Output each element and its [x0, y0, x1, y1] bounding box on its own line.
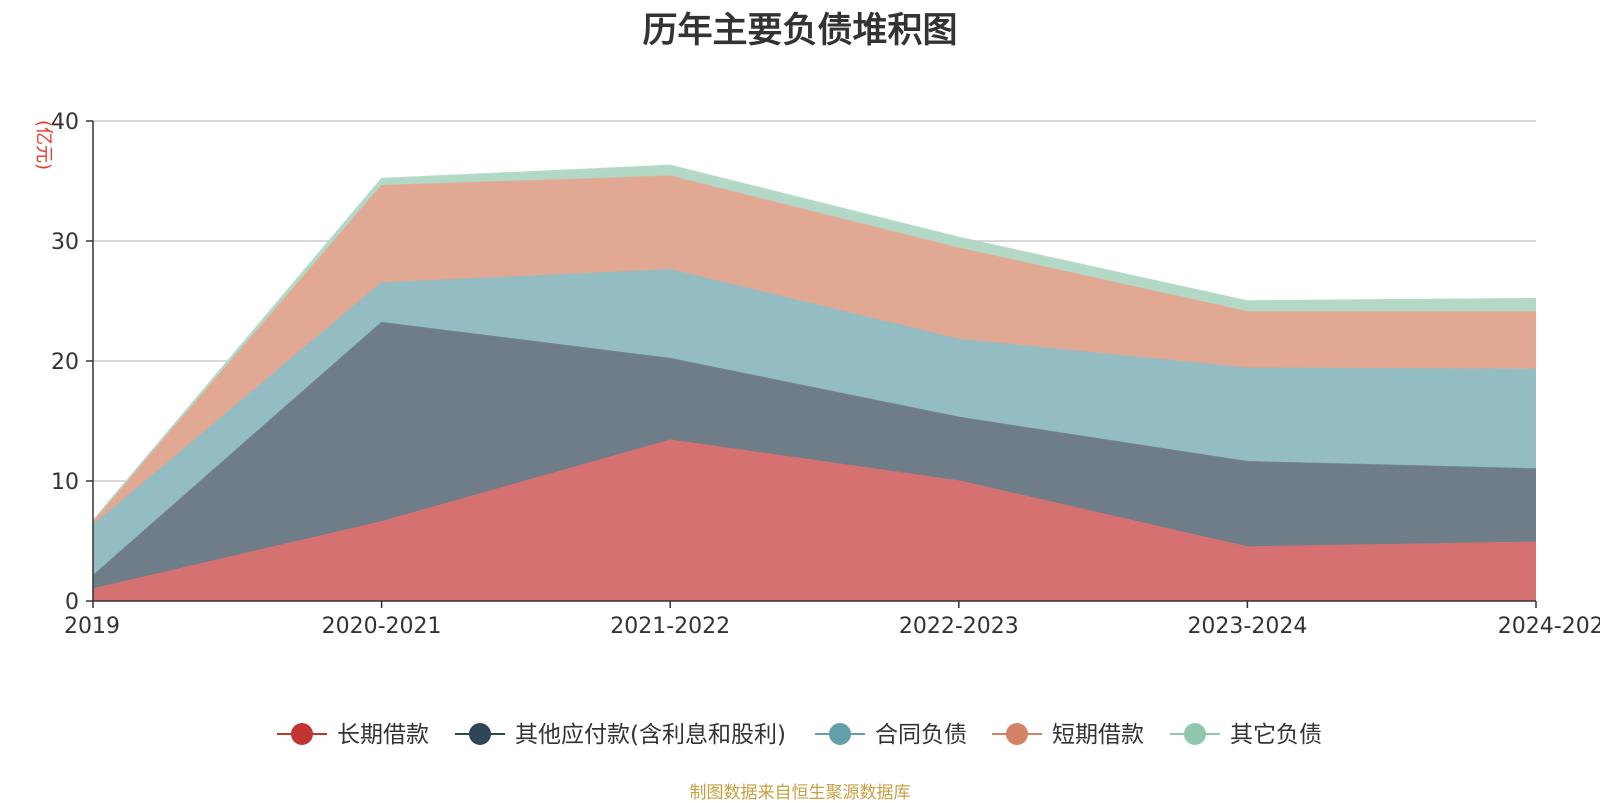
y-tick-label: 0 [65, 590, 79, 615]
legend-label: 其他应付款(含利息和股利) [515, 722, 786, 748]
axes: 0 10 20 30 40 2019 2020-2021 2021-2022 2022-2023… [51, 110, 1600, 639]
y-tick-label: 40 [51, 110, 79, 135]
data-source-note: 制图数据来自恒生聚源数据库 [689, 783, 911, 803]
legend-marker [291, 723, 313, 745]
series-line [92, 164, 1537, 522]
x-tick-label: 2021-2022 [610, 614, 730, 639]
y-tick-label: 10 [51, 470, 79, 495]
x-tick-label: 2020-2021 [322, 614, 442, 639]
y-tick-label: 30 [51, 230, 79, 255]
area-series [93, 269, 1536, 576]
series-line [92, 439, 1537, 590]
legend-marker [829, 723, 851, 745]
area-series [93, 440, 1536, 601]
x-tick-label: 2023-2024 [1187, 614, 1307, 639]
series-line [92, 175, 1536, 523]
x-tick-label: 2024-2025H [1498, 614, 1600, 639]
y-tick-label: 20 [51, 350, 79, 375]
legend-marker [469, 723, 491, 745]
area-series-layer [93, 165, 1536, 601]
x-tick-label: 2022-2023 [899, 614, 1019, 639]
x-tick-label: 2019 [64, 614, 120, 639]
legend-marker [1006, 723, 1028, 745]
series-line [92, 269, 1537, 526]
legend-label: 长期借款 [337, 722, 429, 748]
area-series [93, 322, 1536, 589]
series-line [92, 321, 1537, 577]
legend: 长期借款 其他应付款(含利息和股利) 合同负债 短期借款 其它负债 [277, 722, 1322, 748]
legend-marker [1184, 723, 1206, 745]
legend-label: 短期借款 [1052, 722, 1144, 748]
chart-title: 历年主要负债堆积图 [642, 11, 958, 51]
legend-label: 其它负债 [1230, 722, 1322, 748]
series-lines-layer [92, 164, 1537, 590]
legend-label: 合同负债 [875, 722, 967, 748]
y-axis-unit-label: (亿元) [33, 120, 54, 170]
area-series [93, 176, 1536, 526]
